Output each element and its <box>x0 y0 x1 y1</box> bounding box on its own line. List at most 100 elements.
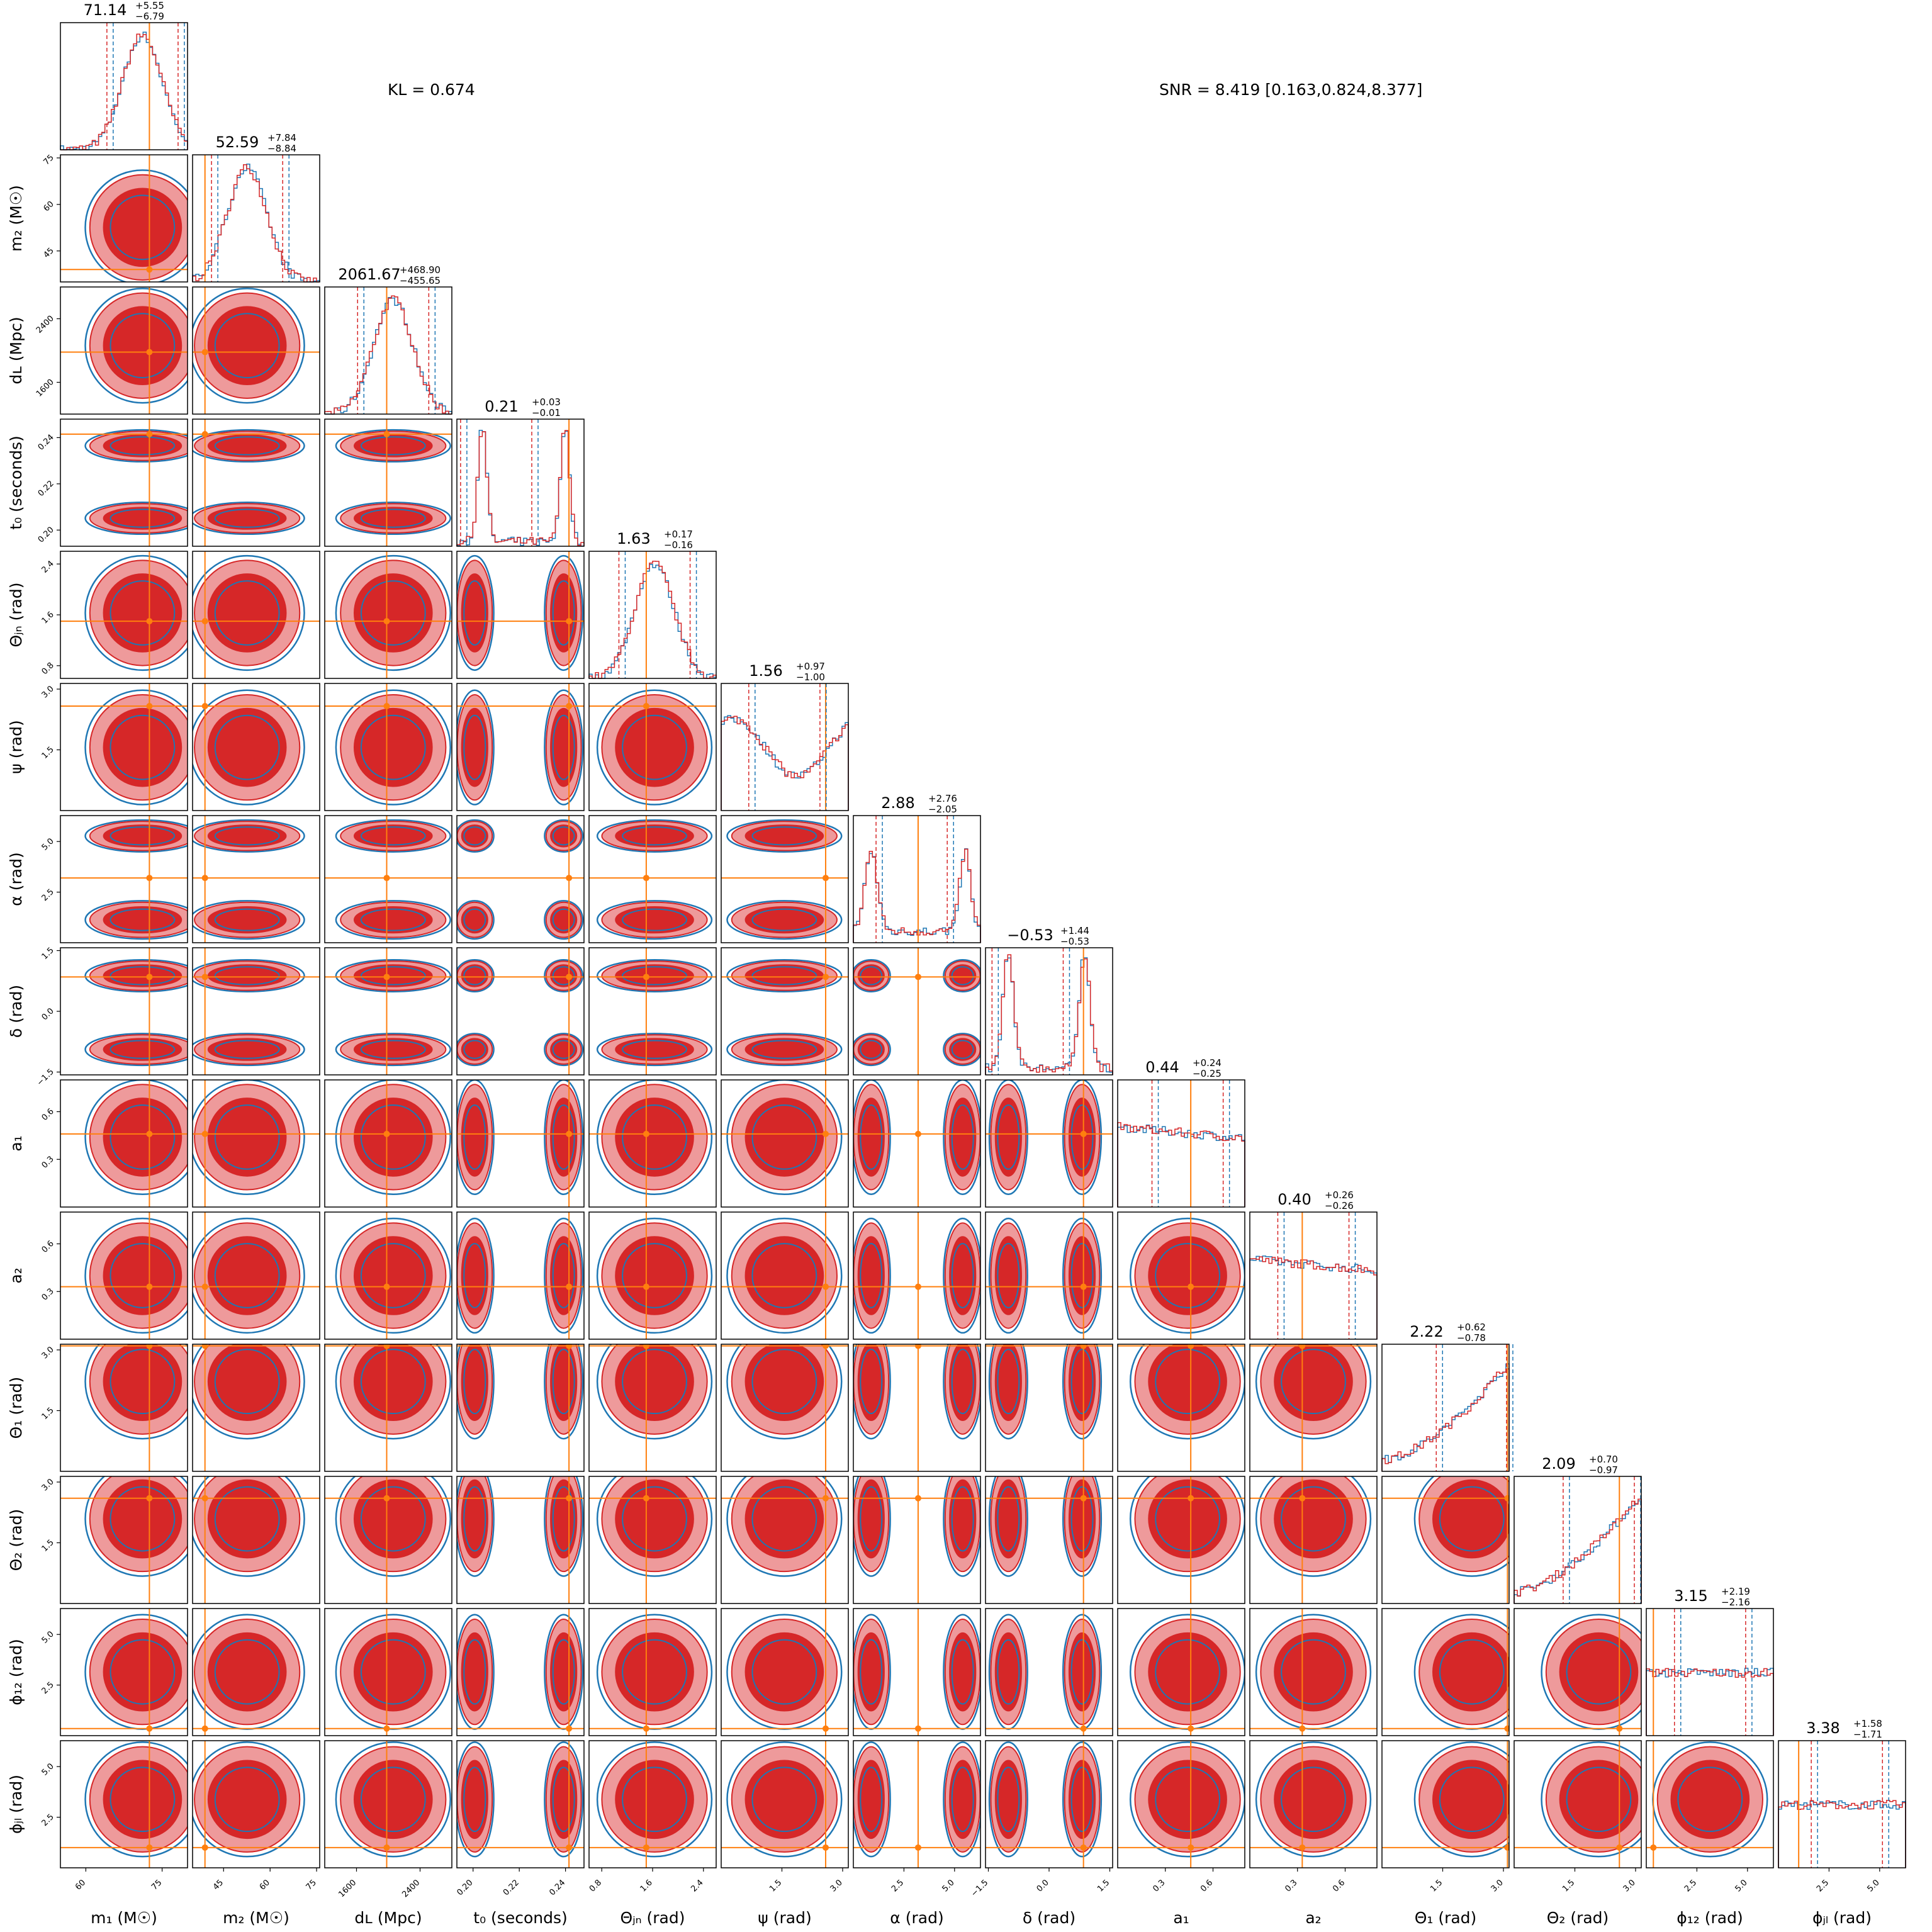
contour-a-inner-2-1-0 <box>207 306 287 386</box>
panel-frame-12-9 <box>1249 1608 1378 1736</box>
contour-b-8-4-0 <box>596 1080 713 1196</box>
contour-b-10-2-0 <box>335 1344 451 1440</box>
hist-title-minus-6: −2.05 <box>928 804 957 815</box>
panel-11-8 <box>1117 1476 1245 1604</box>
panel-10-8 <box>1117 1344 1245 1472</box>
contour-a-inner-10-2-0 <box>353 1344 433 1421</box>
ytick-12-1: 5.0 <box>40 1629 56 1645</box>
panel-3-2 <box>324 418 452 547</box>
contour-a-inner-3-1-1 <box>207 434 287 458</box>
contour-b-inner-7-1-0 <box>214 1040 280 1059</box>
ylabel-6: α (rad) <box>7 852 25 906</box>
xtick-0-1: 75 <box>150 1878 164 1892</box>
panel-3-0: 0.20 0.22 0.24 t₀ (seconds) <box>7 418 188 547</box>
contour-b-2-1-0 <box>193 288 305 404</box>
contour-b-9-3-0 <box>457 1217 495 1334</box>
contour-b-inner-6-4-1 <box>622 826 687 846</box>
contour-b-9-1-0 <box>193 1217 305 1334</box>
contour-a-inner-6-5-1 <box>744 824 824 848</box>
contour-b-5-0-0 <box>84 689 188 806</box>
contour-b-inner-6-5-0 <box>751 908 817 931</box>
ytick-3-0: 0.20 <box>37 525 56 545</box>
truth-point-2-1 <box>201 349 208 356</box>
hist-b-0 <box>60 31 188 150</box>
contour-b-6-3-0 <box>457 900 495 940</box>
contour-b-6-1-1 <box>193 819 305 853</box>
truth-point-10-1 <box>201 1344 208 1349</box>
hist-a-11 <box>1514 1498 1642 1603</box>
hist-title-4: 1.63 <box>617 530 650 548</box>
panel-frame-12-1 <box>192 1608 320 1736</box>
panel-12-9 <box>1249 1608 1378 1736</box>
contour-b-3-0-1 <box>84 429 188 463</box>
truth-point-8-7 <box>1080 1130 1087 1137</box>
contour-b-9-7-0 <box>988 1217 1028 1334</box>
contour-b-inner-8-4-0 <box>622 1104 687 1170</box>
contour-b-inner-6-4-0 <box>622 908 687 931</box>
ytick-12-0: 2.5 <box>40 1680 56 1696</box>
panel-7-2 <box>324 947 452 1076</box>
contour-a-inner-4-0-0 <box>103 573 183 653</box>
contour-a-inner-11-7-1 <box>1068 1479 1096 1559</box>
hist-title-plus-1: +7.84 <box>267 132 296 143</box>
contour-a-inner-10-1-0 <box>207 1344 287 1421</box>
truth-point-12-8 <box>1188 1725 1194 1732</box>
contour-b-inner-13-5-0 <box>751 1766 817 1833</box>
panel-frame-13-0 <box>60 1740 188 1868</box>
contour-a-inner-10-6-1 <box>949 1344 977 1421</box>
contour-b-4-2-0 <box>335 554 451 671</box>
panel-frame-13-13 <box>1778 1740 1906 1868</box>
hist-a-5 <box>721 716 849 811</box>
contour-a-inner-9-6-1 <box>949 1236 977 1315</box>
contour-b-inner-9-8-0 <box>1155 1243 1221 1308</box>
truth-point-12-1 <box>201 1725 208 1732</box>
panel-frame-9-5 <box>721 1211 849 1340</box>
contour-b-inner-8-7-1 <box>1070 1104 1094 1170</box>
xtick-13-0: 2.5 <box>1815 1878 1831 1894</box>
contour-a-inner-13-9-0 <box>1274 1760 1353 1839</box>
panel-frame-3-0 <box>60 418 188 547</box>
contour-b-10-3-0 <box>457 1344 495 1440</box>
contour-b-inner-12-10-0 <box>1439 1639 1505 1705</box>
contour-b-inner-5-3-0 <box>463 714 486 780</box>
ytick-9-1: 0.6 <box>40 1239 56 1255</box>
panel-3-1 <box>192 418 320 547</box>
contour-b-inner-13-2-0 <box>360 1766 426 1833</box>
panel-2-2: 2061.67+468.90−455.65 <box>324 264 452 415</box>
contour-a-inner-1-0-0 <box>103 188 183 267</box>
contour-b-inner-10-7-0 <box>997 1349 1020 1415</box>
panel-frame-13-5 <box>721 1740 849 1868</box>
hist-title-2: 2061.67 <box>338 266 400 283</box>
contour-b-inner-5-0-0 <box>110 714 176 780</box>
panel-frame-13-12 <box>1646 1740 1774 1868</box>
contour-b-inner-2-0-0 <box>110 313 176 379</box>
panel-13-8: 0.3 0.6 a₁ <box>1117 1740 1245 1927</box>
ylabel-11: Θ₂ (rad) <box>7 1509 25 1571</box>
contour-b-7-6-3 <box>943 958 980 992</box>
contour-a-inner-6-1-1 <box>207 824 287 848</box>
hist-title-minus-4: −0.16 <box>664 539 693 551</box>
contour-a-inner-5-1-0 <box>207 707 287 787</box>
contour-a-inner-10-7-0 <box>994 1344 1022 1421</box>
contour-a-inner-11-6-1 <box>949 1479 977 1559</box>
contour-b-inner-9-1-0 <box>214 1243 280 1308</box>
contour-b-inner-12-4-0 <box>622 1639 687 1705</box>
truth-point-4-3 <box>566 618 573 625</box>
contour-b-inner-6-3-3 <box>552 826 575 846</box>
contour-b-7-3-2 <box>544 1033 584 1067</box>
ylabel-12: ϕ₁₂ (rad) <box>7 1639 25 1705</box>
contour-a-inner-12-3-1 <box>550 1632 578 1712</box>
xtick-4-2: 2.4 <box>689 1878 705 1894</box>
xtick-3-0: 0.20 <box>455 1878 475 1897</box>
ylabel-10: Θ₁ (rad) <box>7 1377 25 1439</box>
panel-5-5: 1.56 +0.97−1.00 <box>721 661 849 811</box>
xtick-4-1: 1.6 <box>639 1878 654 1894</box>
contour-b-9-6-1 <box>943 1217 980 1334</box>
panel-6-1 <box>192 815 320 943</box>
contour-b-8-2-0 <box>335 1080 451 1196</box>
contour-b-inner-10-1-0 <box>214 1349 280 1415</box>
xlabel-1: m₂ (M☉) <box>223 1909 289 1927</box>
hist-a-0 <box>60 33 188 150</box>
panel-13-6: 2.5 5.0 α (rad) <box>853 1740 981 1927</box>
contour-b-inner-7-3-3 <box>552 966 575 986</box>
